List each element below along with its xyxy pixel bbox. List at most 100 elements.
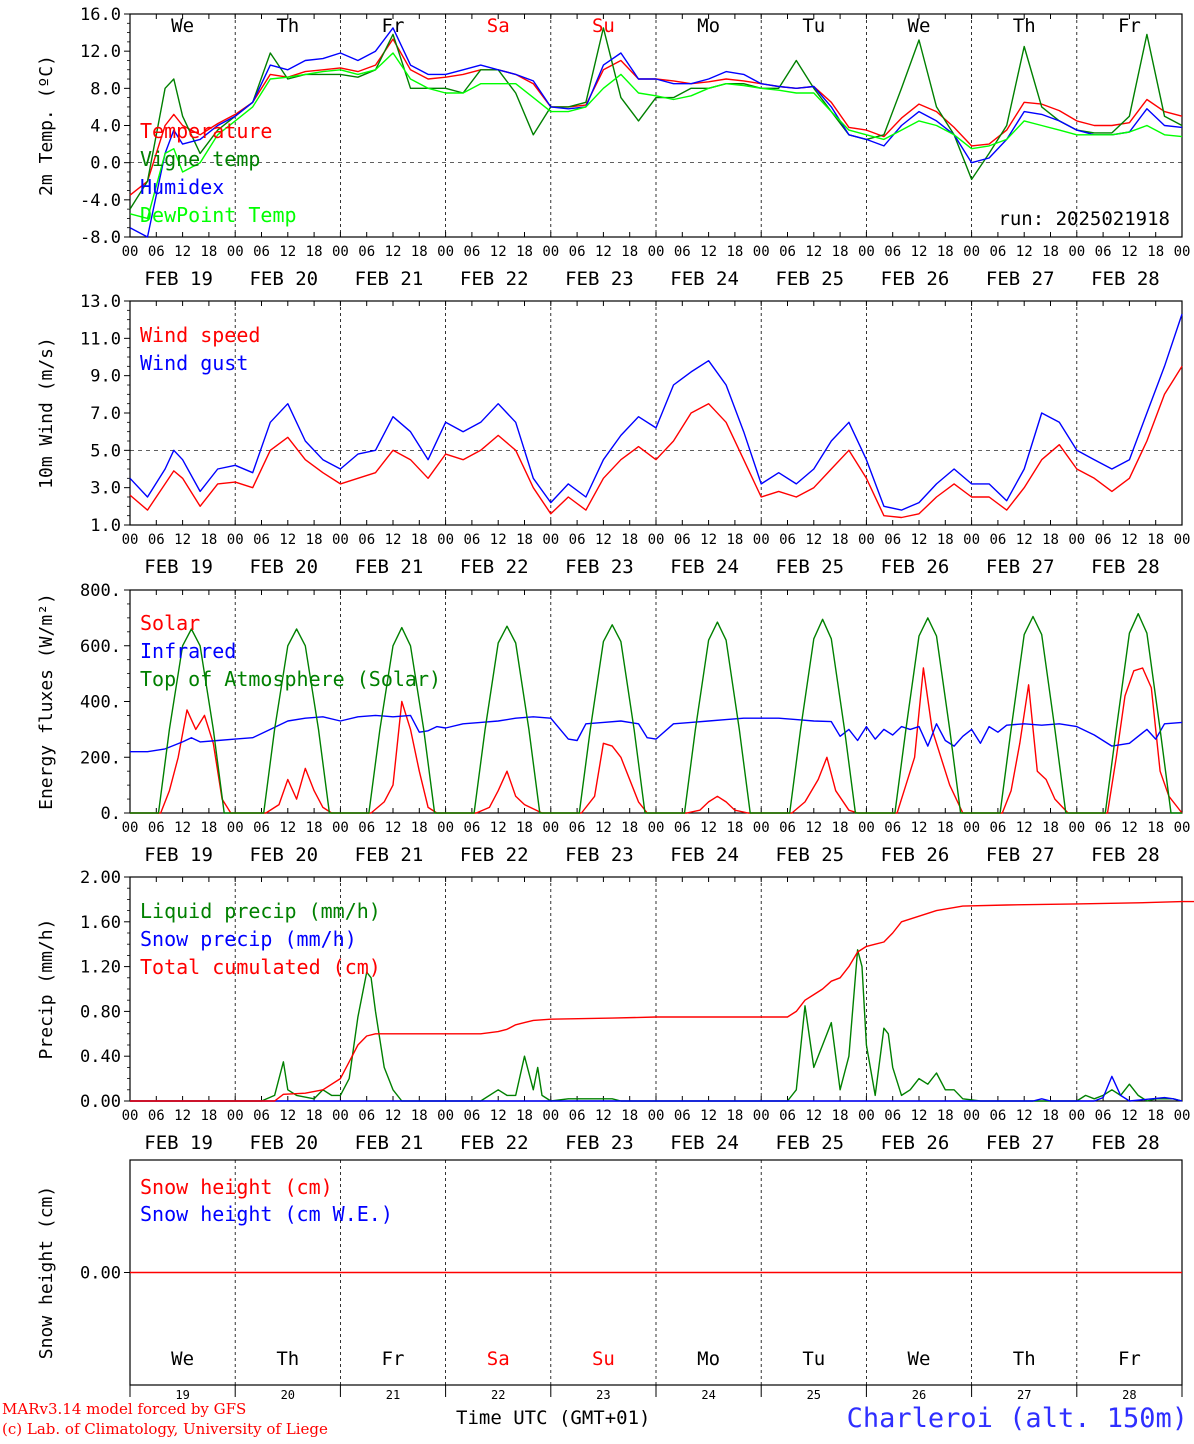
hour-tick-label: 12 bbox=[805, 244, 822, 260]
hour-tick-label: 00 bbox=[227, 1108, 244, 1124]
weekday-label: Th bbox=[1013, 1348, 1036, 1370]
hour-tick-label: 12 bbox=[490, 1108, 507, 1124]
hour-tick-label: 18 bbox=[1042, 820, 1059, 836]
panel-5: 0.00 Snow height (cm) We 19 Th 20 Fr 21 Sa 22 Su 23… bbox=[36, 1159, 1183, 1402]
date-label: FEB 19 bbox=[144, 844, 213, 866]
legend-entry: Wind gust bbox=[140, 351, 248, 375]
hour-tick-label: 06 bbox=[989, 244, 1006, 260]
y-tick-label: 3.0 bbox=[90, 479, 121, 499]
hour-tick-label: 12 bbox=[805, 1108, 822, 1124]
date-label: FEB 25 bbox=[775, 1132, 844, 1154]
legend-entry: Humidex bbox=[140, 175, 224, 199]
hour-tick-label: 12 bbox=[911, 820, 928, 836]
hour-tick-label: 12 bbox=[490, 820, 507, 836]
hour-tick-label: 00 bbox=[753, 532, 770, 548]
hour-tick-label: 18 bbox=[937, 1108, 954, 1124]
date-label: FEB 22 bbox=[460, 1132, 529, 1154]
hour-tick-label: 00 bbox=[542, 244, 559, 260]
y-tick-label: 7.0 bbox=[90, 404, 121, 424]
y-tick-label: 16.0 bbox=[80, 5, 121, 25]
series-line bbox=[130, 714, 1183, 753]
hour-tick-label: 18 bbox=[1042, 244, 1059, 260]
date-label: FEB 25 bbox=[775, 556, 844, 578]
weekday-label: Th bbox=[276, 15, 299, 37]
date-label: FEB 21 bbox=[355, 1132, 424, 1154]
hour-tick-label: 00 bbox=[963, 244, 980, 260]
hour-tick-label: 00 bbox=[122, 532, 139, 548]
legend-entry: Snow precip (mm/h) bbox=[140, 927, 357, 951]
hour-tick-label: 06 bbox=[463, 532, 480, 548]
run-annotation: run: 2025021918 bbox=[998, 208, 1170, 230]
y-tick-label: 200. bbox=[80, 748, 121, 768]
date-label: FEB 23 bbox=[565, 1132, 634, 1154]
day-number-label: 25 bbox=[807, 1388, 821, 1402]
hour-tick-label: 00 bbox=[542, 532, 559, 548]
date-label: FEB 27 bbox=[986, 268, 1055, 290]
hour-tick-label: 12 bbox=[1121, 1108, 1138, 1124]
hour-tick-label: 12 bbox=[911, 532, 928, 548]
legend-entry: Vigne temp bbox=[140, 147, 260, 171]
y-tick-label: 0. bbox=[101, 804, 121, 824]
hour-tick-label: 12 bbox=[595, 820, 612, 836]
hour-tick-label: 00 bbox=[648, 532, 665, 548]
day-number-label: 19 bbox=[175, 1388, 189, 1402]
y-tick-label: 0.00 bbox=[80, 1092, 121, 1112]
day-number-label: 23 bbox=[596, 1388, 610, 1402]
hour-tick-label: 06 bbox=[569, 244, 586, 260]
panel-1: -8.0 -4.0 0.0 4.0 8.0 12.0 16.0 2m Temp. (ºC) 00… bbox=[36, 5, 1190, 290]
date-label: FEB 28 bbox=[1091, 1132, 1160, 1154]
series-line bbox=[129, 52, 1183, 220]
hour-tick-label: 12 bbox=[490, 244, 507, 260]
hour-tick-label: 06 bbox=[148, 820, 165, 836]
panel-3: 0. 200. 400. 600. 800. Energy fluxes (W/m²) 00… bbox=[36, 581, 1190, 866]
hour-tick-label: 18 bbox=[1147, 820, 1164, 836]
hour-tick-label: 18 bbox=[621, 532, 638, 548]
series-line bbox=[130, 1075, 1183, 1102]
hour-tick-label: 12 bbox=[174, 1108, 191, 1124]
legend-entry: Solar bbox=[140, 611, 200, 635]
hour-tick-label: 12 bbox=[911, 1108, 928, 1124]
hour-tick-label: 06 bbox=[253, 532, 270, 548]
hour-tick-label: 00 bbox=[542, 820, 559, 836]
hour-tick-label: 12 bbox=[174, 532, 191, 548]
hour-tick-label: 12 bbox=[700, 532, 717, 548]
hour-tick-label: 06 bbox=[674, 1108, 691, 1124]
hour-tick-label: 06 bbox=[148, 532, 165, 548]
hour-tick-label: 00 bbox=[1068, 1108, 1085, 1124]
hour-tick-label: 00 bbox=[332, 820, 349, 836]
hour-tick-label: 00 bbox=[437, 1108, 454, 1124]
hour-tick-label: 06 bbox=[674, 244, 691, 260]
hour-tick-label: 00 bbox=[1174, 532, 1191, 548]
hour-tick-label: 12 bbox=[805, 820, 822, 836]
hour-tick-label: 00 bbox=[437, 244, 454, 260]
hour-tick-label: 06 bbox=[358, 244, 375, 260]
series-line bbox=[130, 613, 1182, 814]
hour-tick-label: 18 bbox=[726, 1108, 743, 1124]
weekday-label: Tu bbox=[802, 15, 825, 37]
legend-entry: Snow height (cm) bbox=[140, 1175, 333, 1199]
hour-tick-label: 18 bbox=[200, 1108, 217, 1124]
hour-tick-label: 18 bbox=[1042, 1108, 1059, 1124]
date-label: FEB 22 bbox=[460, 844, 529, 866]
hour-tick-label: 00 bbox=[1068, 532, 1085, 548]
legend-entry: Infrared bbox=[140, 639, 236, 663]
hour-tick-label: 12 bbox=[174, 820, 191, 836]
weekday-label: Fr bbox=[382, 1348, 405, 1370]
hour-tick-label: 18 bbox=[726, 820, 743, 836]
hour-tick-label: 06 bbox=[463, 820, 480, 836]
hour-tick-label: 18 bbox=[306, 1108, 323, 1124]
hour-tick-label: 00 bbox=[332, 244, 349, 260]
hour-tick-label: 00 bbox=[1174, 244, 1191, 260]
hour-tick-label: 18 bbox=[411, 532, 428, 548]
hour-tick-label: 00 bbox=[963, 1108, 980, 1124]
hour-tick-label: 18 bbox=[306, 820, 323, 836]
series-line bbox=[129, 27, 1183, 238]
hour-tick-label: 00 bbox=[858, 244, 875, 260]
hour-tick-label: 06 bbox=[989, 1108, 1006, 1124]
series-line bbox=[129, 365, 1183, 519]
hour-tick-label: 00 bbox=[1068, 244, 1085, 260]
hour-tick-label: 18 bbox=[937, 820, 954, 836]
hour-tick-label: 00 bbox=[437, 532, 454, 548]
hour-tick-label: 06 bbox=[674, 820, 691, 836]
hour-tick-label: 18 bbox=[516, 1108, 533, 1124]
